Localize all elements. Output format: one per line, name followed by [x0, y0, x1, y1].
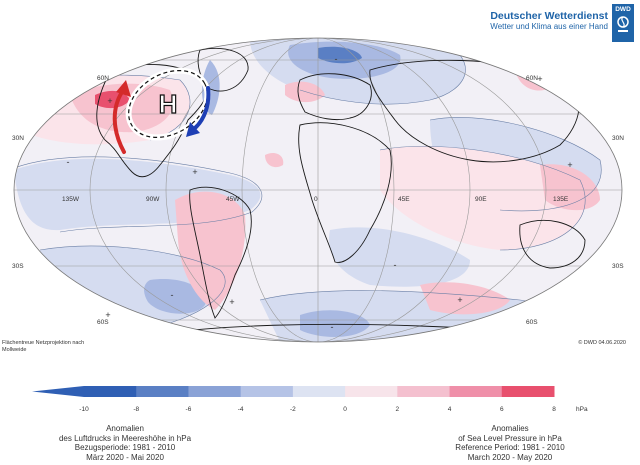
dwd-logo: DWD — [612, 4, 634, 42]
projection-note: Flächentreue Netzprojektion nach Mollwei… — [2, 340, 85, 353]
colorbar-ticks: -10 -8 -6 -4 -2 0 2 4 6 8 — [79, 406, 556, 413]
africa-coast — [298, 122, 392, 263]
caption-de-line1: Anomalien — [106, 424, 144, 433]
colorbar-segments — [32, 386, 555, 397]
colorbar-tick-label: 0 — [343, 406, 347, 413]
dwd-logo-icon — [617, 16, 629, 32]
colorbar-left-arrow — [32, 386, 84, 397]
contour-line — [39, 245, 226, 331]
colorbar-segment — [84, 386, 137, 397]
extrema-markers: + - + - + - - + + + - + — [67, 54, 573, 332]
caption-de-line3: Bezugsperiode: 1981 - 2010 — [74, 443, 176, 452]
lat-label-30n-right: 30N — [612, 135, 624, 142]
lon-label-45w: 45W — [226, 196, 240, 203]
europe-coast — [297, 73, 372, 121]
anomaly-region — [318, 46, 362, 64]
lat-label-60n-right: 60N — [526, 75, 538, 82]
caption-english: Anomalies of Sea Level Pressure in hPa R… — [410, 424, 610, 462]
lat-label-60s-left: 60S — [97, 319, 109, 326]
lon-label-0: 0 — [314, 196, 318, 203]
minus-marker: - — [331, 322, 334, 332]
caption-german: Anomalien des Luftdrucks in Meereshöhe i… — [20, 424, 230, 462]
caption-de-line4: März 2020 - Mai 2020 — [86, 452, 164, 462]
lat-lon-labels: 60N 60N 30N 30N 30S 30S 60S 60S 135W 90W… — [12, 75, 624, 326]
colorbar-tick-label: -10 — [79, 406, 89, 413]
brand-tagline: Wetter und Klima aus einer Hand — [490, 22, 608, 31]
caption-en-line4: March 2020 - May 2020 — [467, 452, 553, 462]
high-symbol: H — [159, 89, 178, 119]
warm-air-arrow — [112, 90, 126, 154]
colorbar-segment — [449, 386, 503, 397]
colorbar-segment — [136, 386, 189, 397]
lat-label-30s-left: 30S — [12, 263, 24, 270]
dwd-branding: Deutscher Wetterdienst Wetter und Klima … — [490, 4, 634, 42]
lon-label-135w: 135W — [62, 196, 80, 203]
lon-label-135e: 135E — [553, 196, 569, 203]
colorbar-tick-label: 6 — [500, 406, 504, 413]
globe-outline — [13, 37, 623, 343]
caption-de-line2: des Luftdrucks in Meereshöhe in hPa — [58, 433, 192, 443]
anomaly-region — [144, 279, 206, 314]
plus-marker: + — [537, 74, 542, 84]
colorbar-segment — [292, 386, 346, 397]
lat-label-60s-right: 60S — [526, 319, 538, 326]
anomaly-region — [265, 153, 284, 168]
anomaly-region — [329, 227, 470, 287]
warm-arrow-head — [116, 80, 131, 97]
lon-label-90e: 90E — [475, 196, 487, 203]
lat-label-30n-left: 30N — [12, 135, 24, 142]
colorbar-tick-label: -6 — [186, 406, 192, 413]
plus-marker: + — [567, 160, 572, 170]
contour-line — [14, 156, 263, 233]
anomaly-region — [380, 146, 586, 250]
colorbar-tick-label: -8 — [133, 406, 139, 413]
colorbar-segment — [188, 386, 242, 397]
colorbar-segment — [345, 386, 398, 397]
minus-marker: - — [335, 54, 338, 64]
colorbar-tick-label: 2 — [396, 406, 400, 413]
colorbar-tick-label: 4 — [448, 406, 452, 413]
lat-label-30s-right: 30S — [612, 263, 624, 270]
contour-line — [379, 145, 586, 251]
high-pressure-annotation: H — [125, 67, 211, 141]
minus-marker: - — [171, 290, 174, 300]
plus-marker: + — [107, 96, 112, 106]
brand-name: Deutscher Wetterdienst — [490, 10, 608, 22]
caption-en-line1: Anomalies — [491, 424, 529, 433]
lon-label-90w: 90W — [146, 196, 160, 203]
caption-en-line2: of Sea Level Pressure in hPa — [458, 433, 562, 443]
colorbar-segment — [397, 386, 451, 397]
contour-line — [429, 117, 602, 212]
circulation-arrows — [112, 80, 211, 154]
anomaly-region — [300, 310, 370, 337]
colorbar-segment — [240, 386, 294, 397]
greenland-coast — [197, 47, 249, 92]
anomaly-region — [420, 282, 510, 315]
plus-marker: + — [229, 297, 234, 307]
colorbar-unit: hPa — [576, 406, 588, 413]
dwd-logo-abbr: DWD — [615, 6, 631, 13]
minus-marker: - — [394, 260, 397, 270]
plus-marker: + — [457, 295, 462, 305]
colorbar-tick-label: -2 — [290, 406, 296, 413]
anomaly-map: H + - + - + - - + + + - + 60N 60N 30N 30… — [12, 37, 624, 343]
south-america-coast — [189, 186, 252, 319]
caption-en-line3: Reference Period: 1981 - 2010 — [455, 443, 565, 452]
plus-marker: + — [105, 310, 110, 320]
brand-text: Deutscher Wetterdienst Wetter und Klima … — [490, 10, 608, 32]
copyright-note: © DWD 04.06.2020 — [578, 340, 626, 346]
minus-marker: - — [67, 157, 70, 167]
colorbar-segment — [501, 386, 555, 397]
australia-coast — [519, 219, 586, 269]
cold-air-arrow — [193, 86, 211, 130]
cold-arrow-head — [186, 122, 200, 137]
plus-marker: + — [192, 167, 197, 177]
colorbar-tick-label: -4 — [238, 406, 244, 413]
contour-line — [249, 38, 466, 105]
colorbar-tick-label: 8 — [552, 406, 556, 413]
lat-label-60n-left: 60N — [97, 75, 109, 82]
lon-label-45e: 45E — [398, 196, 410, 203]
colorbar: -10 -8 -6 -4 -2 0 2 4 6 8 hPa — [32, 386, 588, 413]
